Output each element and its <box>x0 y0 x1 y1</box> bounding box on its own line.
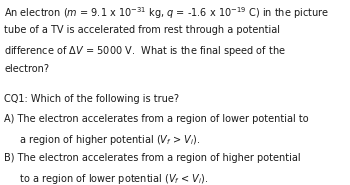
Text: CQ1: Which of the following is true?: CQ1: Which of the following is true? <box>4 94 179 104</box>
Text: A) The electron accelerates from a region of lower potential to: A) The electron accelerates from a regio… <box>4 114 309 124</box>
Text: electron?: electron? <box>4 64 49 74</box>
Text: difference of $\Delta V$ = 5000 V.  What is the final speed of the: difference of $\Delta V$ = 5000 V. What … <box>4 44 286 58</box>
Text: tube of a TV is accelerated from rest through a potential: tube of a TV is accelerated from rest th… <box>4 25 280 35</box>
Text: An electron ($m$ = 9.1 x 10$^{-31}$ kg, $q$ = -1.6 x 10$^{-19}$ C) in the pictur: An electron ($m$ = 9.1 x 10$^{-31}$ kg, … <box>4 6 329 21</box>
Text: to a region of lower potential ($V_f$ < $V_i$).: to a region of lower potential ($V_f$ < … <box>4 172 209 185</box>
Text: a region of higher potential ($V_f$ > $V_i$).: a region of higher potential ($V_f$ > $V… <box>4 133 201 147</box>
Text: B) The electron accelerates from a region of higher potential: B) The electron accelerates from a regio… <box>4 153 301 163</box>
